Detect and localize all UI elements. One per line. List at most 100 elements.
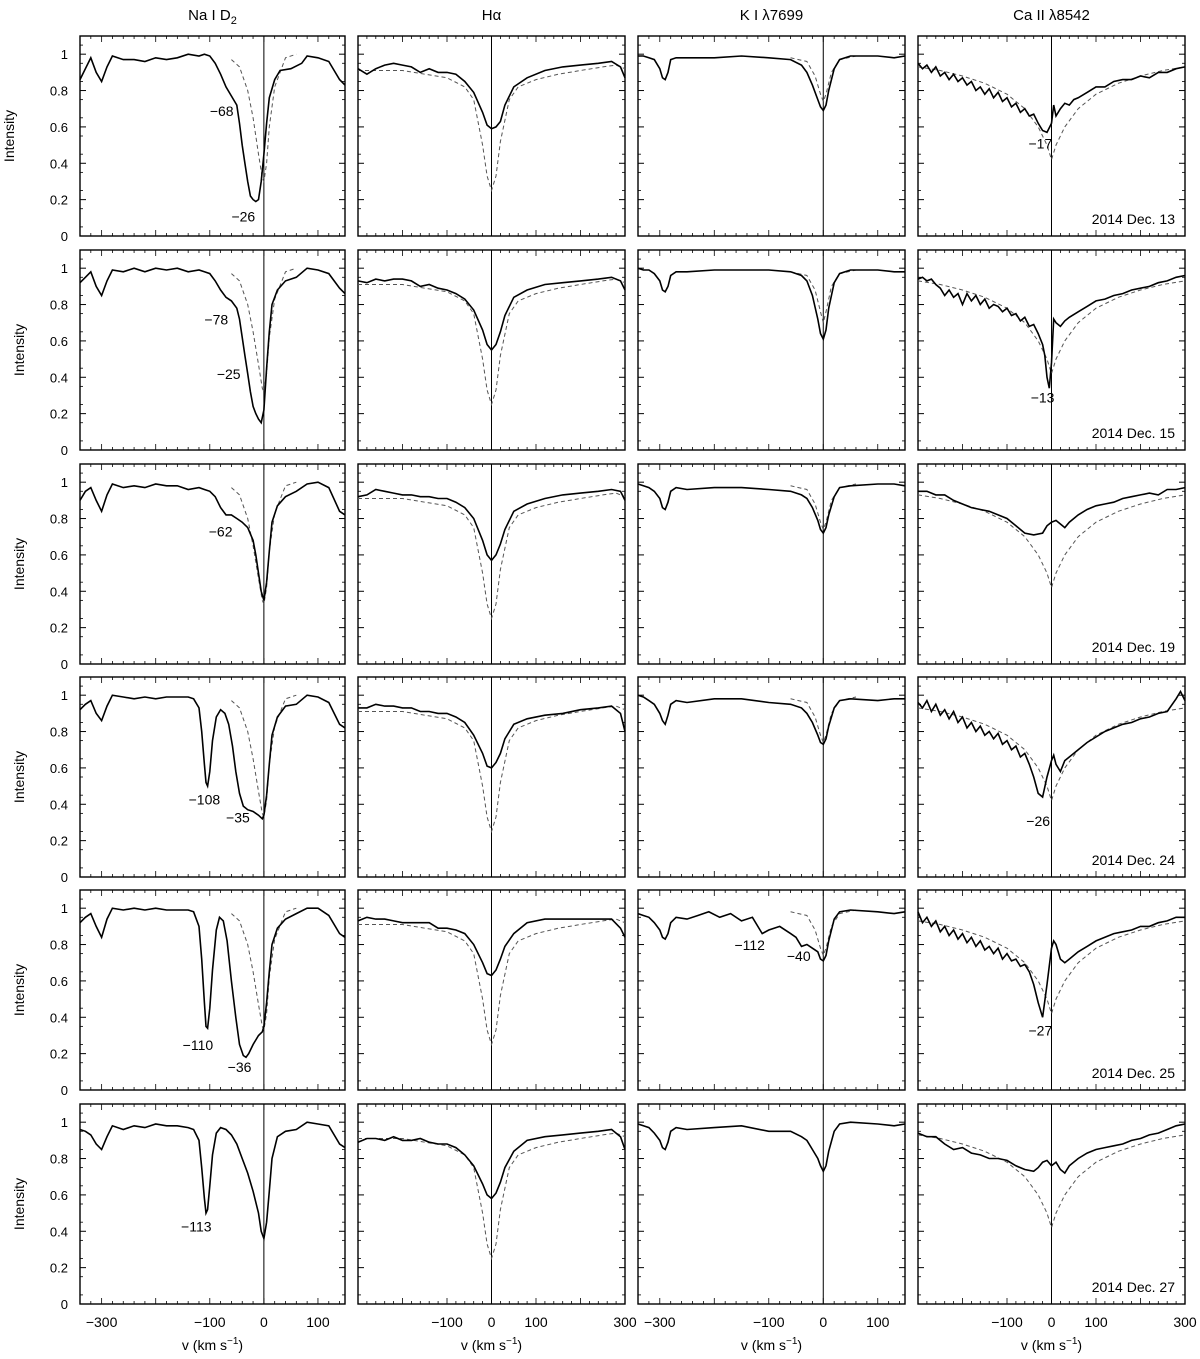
panel: −17 2014 Dec. 13 — [917, 35, 1186, 237]
velocity-annotation: −17 — [1029, 136, 1053, 152]
date-label: 2014 Dec. 27 — [1092, 1279, 1175, 1295]
x-tick-label: 300 — [1173, 1314, 1197, 1330]
reference-spectrum-line — [358, 278, 626, 407]
y-tick-label: 0.6 — [50, 120, 68, 135]
reference-spectrum-line — [917, 494, 1186, 590]
y-tick-label: 0.2 — [50, 621, 68, 636]
x-tick-label: 0 — [1048, 1314, 1056, 1330]
observed-spectrum-line — [917, 62, 1186, 134]
x-tick-label: 100 — [866, 1314, 890, 1330]
velocity-annotation: −35 — [226, 809, 250, 825]
y-axis-labels: Intensity Intensity Intensity Intensity Inte… — [1, 110, 27, 1230]
y-tick-label: 0.8 — [50, 725, 68, 740]
observed-spectrum-line — [357, 276, 626, 352]
observed-spectrum-line — [79, 694, 346, 821]
velocity-annotation: −110 — [183, 1037, 214, 1053]
y-tick-label: 1 — [61, 475, 68, 490]
observed-spectrum-line — [79, 907, 346, 1059]
velocity-annotation: −62 — [209, 524, 233, 540]
panel — [637, 676, 906, 878]
observed-spectrum-line — [79, 53, 346, 203]
x-tick-label: −300 — [644, 1314, 676, 1330]
panel: 0 0.2 0.4 0.6 0.8 1 −113 — [50, 1103, 346, 1312]
reference-spectrum-line — [917, 707, 1186, 803]
velocity-annotation: −68 — [210, 103, 234, 119]
y-tick-label: 0 — [61, 443, 68, 458]
x-axis-label: v (km s−1) — [1021, 1336, 1082, 1353]
y-tick-label: 0.2 — [50, 407, 68, 422]
y-tick-label: 0.4 — [50, 1010, 68, 1025]
panel: 0 0.2 0.4 0.6 0.8 1 −78 −25 — [50, 249, 346, 458]
reference-spectrum-line — [790, 909, 857, 957]
y-tick-label: 0 — [61, 870, 68, 885]
panel-frame — [637, 463, 906, 665]
panel-frame — [637, 35, 906, 237]
y-tick-label: 0.4 — [50, 797, 68, 812]
observed-spectrum-line — [357, 60, 626, 130]
y-tick-label: 0.4 — [50, 156, 68, 171]
panel — [357, 249, 626, 451]
y-tick-label: 0.8 — [50, 1152, 68, 1167]
panel: −26 2014 Dec. 24 — [917, 676, 1186, 878]
observed-spectrum-line — [637, 1121, 906, 1174]
y-axis-label: Intensity — [11, 538, 27, 590]
velocity-annotation: −36 — [228, 1059, 252, 1075]
x-tick-label: −100 — [431, 1314, 463, 1330]
reference-spectrum-line — [358, 1132, 626, 1261]
y-axis-label: Intensity — [1, 110, 17, 162]
velocity-annotation: −13 — [1031, 390, 1055, 406]
reference-spectrum-line — [358, 918, 626, 1047]
date-label: 2014 Dec. 15 — [1092, 425, 1175, 441]
panel — [637, 249, 906, 451]
panel-frame — [79, 1103, 346, 1305]
y-tick-label: 1 — [61, 261, 68, 276]
panel — [357, 1103, 626, 1305]
panel — [357, 35, 626, 237]
velocity-annotation: −78 — [204, 312, 228, 328]
x-axis-label: v (km s−1) — [182, 1336, 243, 1353]
observed-spectrum-line — [638, 55, 906, 112]
observed-spectrum-line — [357, 916, 626, 977]
velocity-annotation: −108 — [189, 791, 221, 807]
x-tick-label: 0 — [260, 1314, 268, 1330]
panel — [357, 889, 626, 1091]
panel-frame — [79, 35, 346, 237]
column-title: Ca II λ8542 — [1013, 7, 1090, 24]
y-tick-label: 1 — [61, 1115, 68, 1130]
date-label: 2014 Dec. 25 — [1092, 1065, 1175, 1081]
reference-spectrum-line — [917, 66, 1186, 162]
panel-frame — [79, 889, 346, 1091]
y-tick-label: 0.8 — [50, 298, 68, 313]
x-tick-label: −100 — [194, 1314, 226, 1330]
y-tick-label: 0 — [61, 657, 68, 672]
x-tick-label: −100 — [991, 1314, 1023, 1330]
observed-spectrum-line — [358, 703, 626, 769]
velocity-annotation: −40 — [787, 948, 811, 964]
column-titles: Na I D2 Hα K I λ7699 Ca II λ8542 — [188, 7, 1090, 27]
column-title: K I λ7699 — [740, 7, 803, 24]
y-axis-label: Intensity — [11, 964, 27, 1016]
y-tick-label: 1 — [61, 688, 68, 703]
observed-spectrum-line — [357, 1128, 626, 1200]
x-tick-label: 0 — [488, 1314, 496, 1330]
observed-spectrum-line — [637, 694, 905, 746]
y-tick-label: 0.8 — [50, 512, 68, 527]
observed-spectrum-line — [917, 689, 1186, 799]
observed-spectrum-line — [917, 1123, 1186, 1175]
y-tick-label: 0.2 — [50, 834, 68, 849]
y-tick-label: 0.6 — [50, 334, 68, 349]
y-tick-label: 0.6 — [50, 761, 68, 776]
y-tick-label: 0 — [61, 1297, 68, 1312]
velocity-annotation: −27 — [1029, 1022, 1053, 1038]
panel-frame — [79, 676, 346, 878]
reference-spectrum-line — [358, 64, 626, 193]
panel-frame — [637, 1103, 906, 1305]
y-tick-label: 1 — [61, 901, 68, 916]
y-axis-label: Intensity — [11, 751, 27, 803]
observed-spectrum-line — [917, 911, 1185, 1018]
velocity-annotation: −26 — [1026, 813, 1050, 829]
y-tick-label: 0 — [61, 229, 68, 244]
observed-spectrum-line — [637, 267, 905, 342]
